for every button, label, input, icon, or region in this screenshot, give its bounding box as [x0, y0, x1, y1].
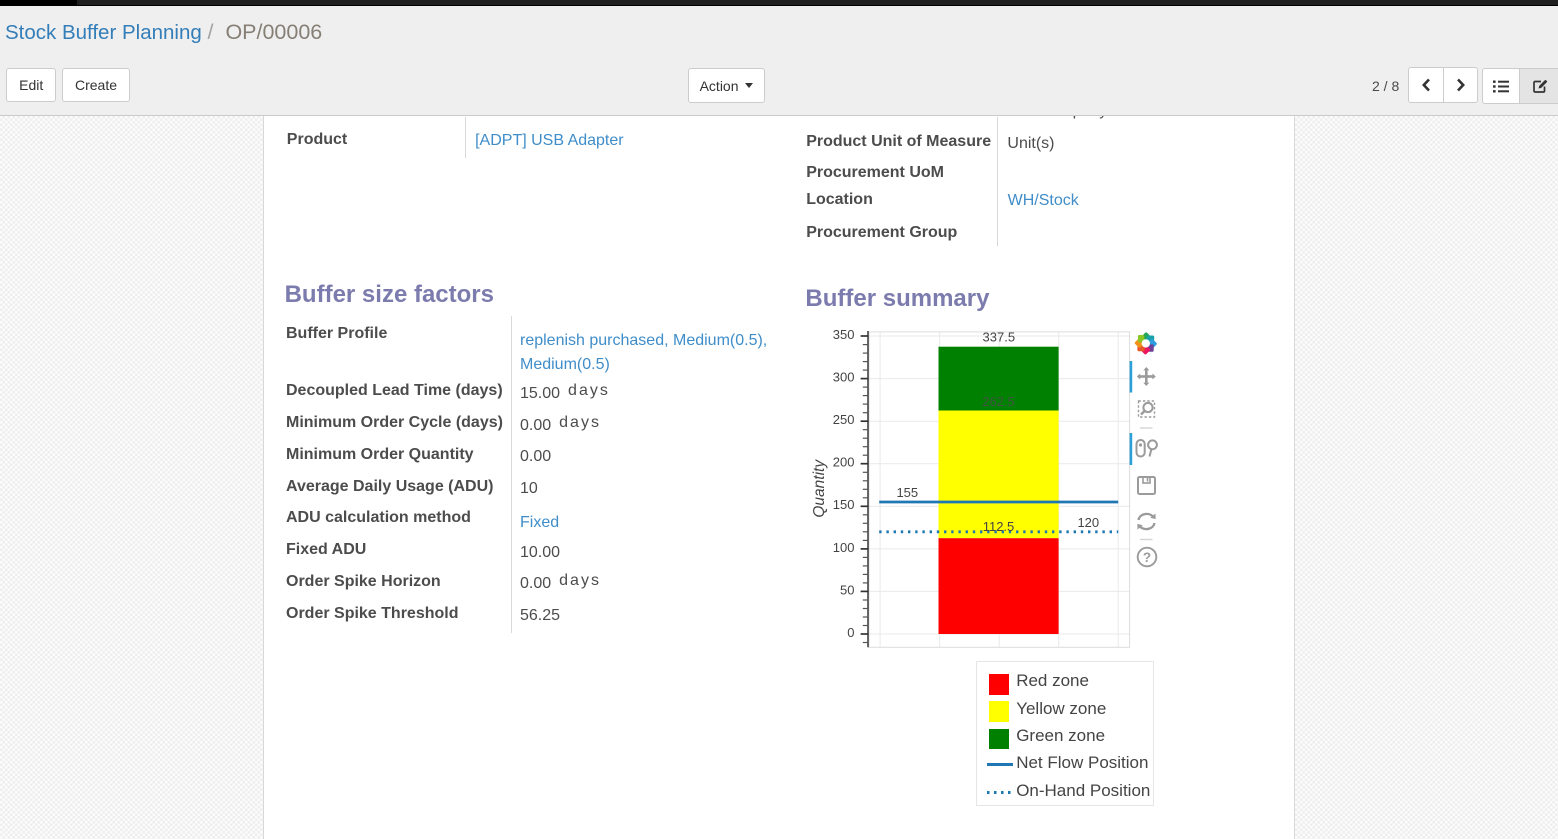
- svg-text:350: 350: [833, 327, 855, 342]
- svg-text:?: ?: [1143, 550, 1151, 565]
- svg-text:0: 0: [847, 625, 854, 640]
- svg-text:300: 300: [833, 370, 855, 385]
- svg-text:200: 200: [833, 455, 855, 470]
- svg-text:120: 120: [1077, 515, 1099, 530]
- svg-text:250: 250: [833, 412, 855, 427]
- svg-text:50: 50: [840, 582, 854, 597]
- svg-text:100: 100: [833, 540, 855, 555]
- svg-text:262.5: 262.5: [982, 394, 1015, 409]
- svg-text:337.5: 337.5: [983, 329, 1016, 344]
- svg-text:155: 155: [896, 485, 918, 500]
- svg-text:150: 150: [833, 497, 855, 512]
- svg-text:Quantity: Quantity: [811, 459, 828, 518]
- svg-text:112.5: 112.5: [983, 519, 1015, 534]
